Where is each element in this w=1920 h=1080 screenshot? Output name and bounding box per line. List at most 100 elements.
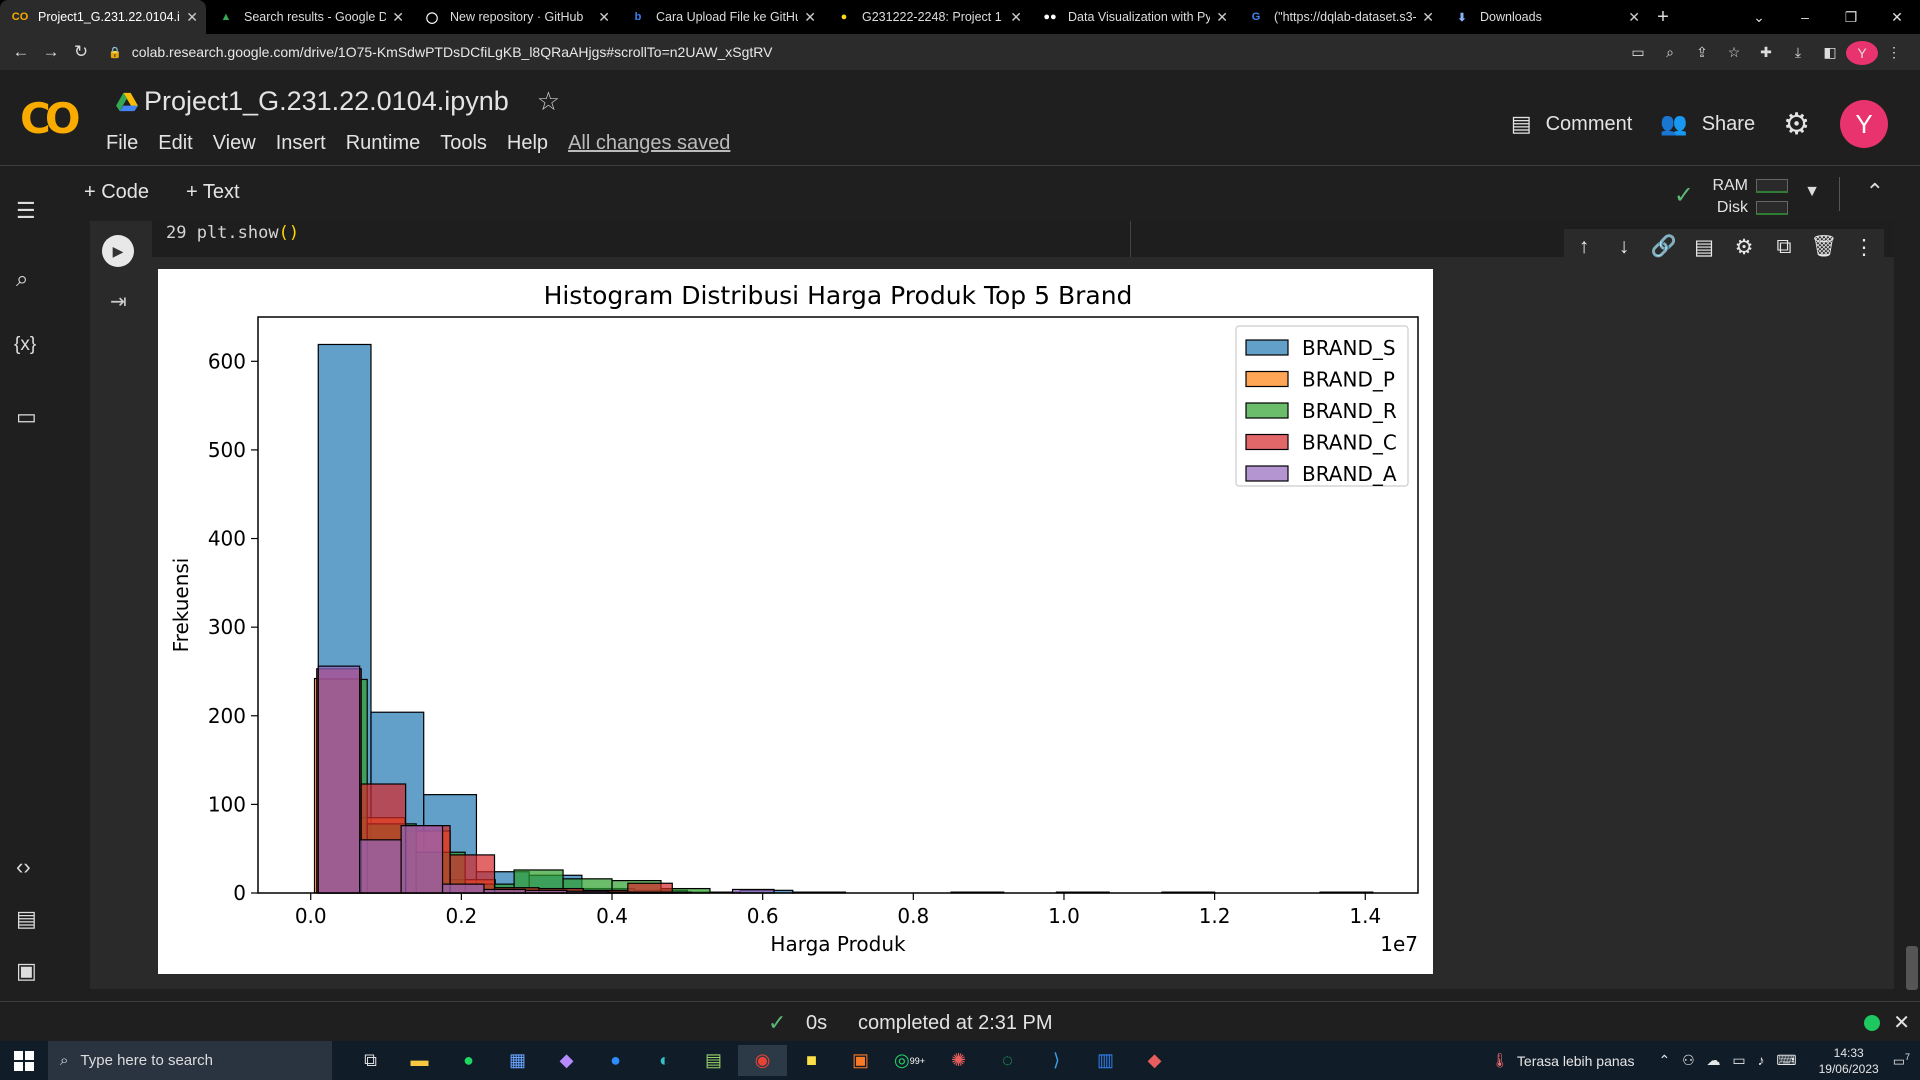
output-actions-icon[interactable]: ⇥ xyxy=(110,291,127,313)
close-tab-icon[interactable]: ✕ xyxy=(1422,8,1434,25)
browser-tab[interactable]: G ("https://dqlab-dataset.s3- ✕ xyxy=(1236,0,1442,34)
chrome-icon[interactable]: ◉ xyxy=(738,1045,787,1076)
notepad-icon[interactable]: ▤ xyxy=(704,1050,722,1070)
menu-insert[interactable]: Insert xyxy=(275,132,326,154)
link-icon[interactable]: 🔗 xyxy=(1650,235,1678,258)
extensions-icon[interactable]: ✚ xyxy=(1760,43,1772,60)
close-tab-icon[interactable]: ✕ xyxy=(392,8,404,25)
sidepanel-icon[interactable]: ◧ xyxy=(1823,43,1837,60)
execution-status[interactable]: completed at 2:31 PM xyxy=(858,1012,1053,1034)
ram-disk-indicator[interactable]: RAM Disk xyxy=(1668,175,1788,219)
app-icon[interactable]: ✺ xyxy=(950,1050,967,1070)
profile-avatar[interactable]: Y xyxy=(1846,40,1878,65)
trello-icon[interactable]: ▥ xyxy=(1096,1050,1114,1070)
menu-view[interactable]: View xyxy=(212,132,256,154)
browser-tab[interactable]: ⬇ Downloads ✕ xyxy=(1442,0,1648,34)
browser-tab[interactable]: ◯ New repository · GitHub ✕ xyxy=(412,0,618,34)
move-up-icon[interactable]: ↑ xyxy=(1578,235,1590,258)
colab-logo[interactable]: CO xyxy=(20,94,80,143)
close-tab-icon[interactable]: ✕ xyxy=(1010,8,1022,25)
share-button[interactable]: 👥 Share xyxy=(1660,111,1755,137)
people-icon: 👥 xyxy=(1660,111,1688,136)
files-folder-icon[interactable]: ▭ xyxy=(16,404,37,429)
cast-icon[interactable]: ▭ xyxy=(1631,43,1645,60)
forward-icon[interactable]: → xyxy=(42,42,60,61)
search-icon[interactable]: ⌕ xyxy=(16,266,29,291)
zoom-icon[interactable]: ● xyxy=(610,1050,621,1070)
browser-tab[interactable]: CO Project1_G.231.22.0104.ipy ✕ xyxy=(0,0,206,34)
terminal-icon[interactable]: ▣ xyxy=(16,958,37,983)
spotify-icon[interactable]: ● xyxy=(463,1050,474,1070)
reload-icon[interactable]: ↻ xyxy=(73,42,89,61)
browser-tab[interactable]: ●● Data Visualization with Pyt ✕ xyxy=(1030,0,1236,34)
windows-start-icon[interactable] xyxy=(14,1051,34,1071)
app-icon[interactable]: ◆ xyxy=(559,1050,574,1070)
microsoft-store-icon[interactable]: ▦ xyxy=(508,1050,526,1070)
code-snippets-icon[interactable]: ‹› xyxy=(16,854,31,879)
menu-file[interactable]: File xyxy=(106,132,139,154)
star-icon[interactable]: ☆ xyxy=(536,86,561,116)
git-icon[interactable]: ◆ xyxy=(1147,1050,1162,1070)
browser-tab[interactable]: ● G231222-2248: Project 1 ✕ xyxy=(824,0,1030,34)
comment-cell-icon[interactable]: ▤ xyxy=(1694,235,1714,259)
weather-widget[interactable]: 🌡 Terasa lebih panas xyxy=(1491,1052,1635,1069)
share-page-icon[interactable]: ⇪ xyxy=(1696,43,1708,60)
file-explorer-icon[interactable]: ▬ xyxy=(410,1050,429,1070)
account-avatar[interactable]: Y xyxy=(1840,100,1888,148)
close-tab-icon[interactable]: ✕ xyxy=(186,8,198,25)
settings-gear-icon[interactable]: ⚙ xyxy=(1783,107,1810,141)
table-of-contents-icon[interactable]: ☰ xyxy=(16,198,36,223)
notebook-title[interactable]: Project1_G.231.22.0104.ipynb xyxy=(144,86,509,116)
xampp-icon[interactable]: ▣ xyxy=(851,1050,869,1070)
loading-icon[interactable]: ◌ xyxy=(1002,1050,1013,1070)
url-field[interactable]: 🔒 colab.research.google.com/drive/1O75-K… xyxy=(108,38,1920,66)
sticky-notes-icon[interactable]: ■ xyxy=(806,1050,817,1070)
menu-runtime[interactable]: Runtime xyxy=(345,132,421,154)
vscode-icon[interactable]: ⟩ xyxy=(1052,1050,1061,1070)
menu-edit[interactable]: Edit xyxy=(158,132,193,154)
delete-cell-icon[interactable]: 🗑 xyxy=(1810,235,1838,258)
close-window-button[interactable]: ✕ xyxy=(1891,8,1903,25)
command-palette-icon[interactable]: ▤ xyxy=(16,906,37,931)
close-tab-icon[interactable]: ✕ xyxy=(1628,8,1640,25)
cell-settings-icon[interactable]: ⚙ xyxy=(1734,235,1754,259)
zoom-icon[interactable]: ⌕ xyxy=(1666,43,1674,60)
minimize-button[interactable]: – xyxy=(1801,9,1809,25)
browser-menu-icon[interactable]: ⋮ xyxy=(1887,43,1901,60)
save-status[interactable]: All changes saved xyxy=(568,132,731,154)
close-tab-icon[interactable]: ✕ xyxy=(598,8,610,25)
browser-tab[interactable]: ▲ Search results - Google Dr ✕ xyxy=(206,0,412,34)
move-down-icon[interactable]: ↓ xyxy=(1618,235,1630,258)
taskbar-clock[interactable]: 14:33 19/06/2023 xyxy=(1818,1045,1879,1076)
more-options-icon[interactable]: ⋮ xyxy=(1853,235,1875,259)
mirror-cell-icon[interactable]: ⧉ xyxy=(1776,235,1792,258)
browser-tab[interactable]: b Cara Upload File ke GitHul ✕ xyxy=(618,0,824,34)
add-code-button[interactable]: + Code xyxy=(84,181,150,203)
close-tab-icon[interactable]: ✕ xyxy=(804,8,816,25)
new-tab-button[interactable]: + xyxy=(1657,5,1669,28)
variables-icon[interactable]: {x} xyxy=(14,334,37,355)
restore-button[interactable]: ❐ xyxy=(1844,8,1858,25)
menu-tools[interactable]: Tools xyxy=(440,132,487,154)
bookmark-star-icon[interactable]: ☆ xyxy=(1727,43,1741,60)
comment-button[interactable]: ▤ Comment xyxy=(1511,111,1633,137)
downloads-icon[interactable]: ⤓ xyxy=(1794,43,1802,60)
google-drive-icon[interactable] xyxy=(116,92,138,112)
back-icon[interactable]: ← xyxy=(12,42,30,61)
tab-search-icon[interactable]: ⌄ xyxy=(1753,8,1765,25)
close-tab-icon[interactable]: ✕ xyxy=(1216,8,1228,25)
whatsapp-icon[interactable]: ◎ 99+ xyxy=(894,1050,925,1070)
collapse-header-icon[interactable]: ⌃ xyxy=(1865,179,1884,204)
task-view-icon[interactable]: ⧉ xyxy=(364,1050,377,1070)
tray-icons[interactable]: ⌃ ⚇ ☁ ▭ ♪ ⌨ xyxy=(1658,1052,1801,1068)
notifications-icon[interactable]: ▭7 xyxy=(1892,1051,1910,1069)
add-text-button[interactable]: + Text xyxy=(186,181,240,203)
x-tick-label: 1.2 xyxy=(1199,904,1231,928)
close-status-icon[interactable]: ✕ xyxy=(1893,1012,1910,1034)
run-cell-button[interactable]: ▶ xyxy=(102,235,134,267)
edge-icon[interactable]: ◐ xyxy=(659,1050,670,1070)
menu-help[interactable]: Help xyxy=(506,132,549,154)
taskbar-search[interactable]: ⌕ Type here to search xyxy=(48,1041,332,1080)
scrollbar-thumb[interactable] xyxy=(1906,946,1918,990)
runtime-dropdown-icon[interactable]: ▼ xyxy=(1804,183,1820,200)
